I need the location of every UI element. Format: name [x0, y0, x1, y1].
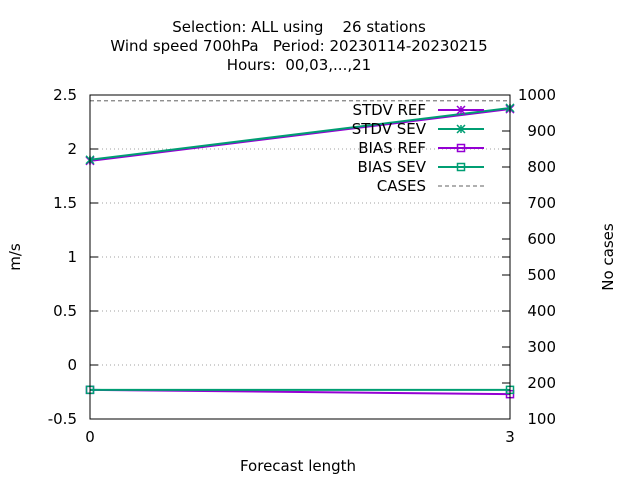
chart-title: Selection: ALL using 26 stations Wind sp… [110, 18, 487, 74]
title-line-2: Wind speed 700hPa Period: 20230114-20230… [110, 37, 487, 55]
legend-label-stdv-ref: STDV REF [352, 101, 426, 119]
legend-marker-stdv-ref [456, 105, 466, 115]
y2-axis-label: No cases [599, 223, 617, 291]
y2-tick-label: 1000 [518, 86, 556, 104]
y-tick-label: -0.5 [48, 410, 77, 428]
x-tick-label: 0 [85, 428, 95, 446]
legend-label-bias-sev: BIAS SEV [357, 158, 426, 176]
x-axis-label: Forecast length [240, 457, 356, 475]
series-bias-ref [85, 385, 515, 399]
y2-tick-label: 600 [527, 230, 556, 248]
grid-lines [90, 148, 510, 366]
y2-tick-label: 200 [527, 374, 556, 392]
y-tick-label: 0.5 [53, 302, 77, 320]
series-layer [85, 100, 515, 399]
y2-tick-label: 900 [527, 122, 556, 140]
y-tick-label: 1.5 [53, 194, 77, 212]
title-line-1: Selection: ALL using 26 stations [172, 18, 426, 36]
series-line-stdv-ref [89, 108, 511, 162]
legend-label-cases: CASES [377, 177, 426, 195]
legend-label-stdv-sev: STDV SEV [352, 120, 427, 138]
y-axis-label: m/s [6, 243, 24, 271]
series-line-stdv-sev [89, 106, 511, 161]
legend-marker-bias-sev [456, 162, 466, 172]
y-tick-label: 2 [67, 140, 77, 158]
y2-tick-label: 400 [527, 302, 556, 320]
y-tick-label: 2.5 [53, 86, 77, 104]
y2-tick-label: 800 [527, 158, 556, 176]
y-tick-label: 0 [67, 356, 77, 374]
x-tick-label: 3 [505, 428, 515, 446]
y-tick-label: 1 [67, 248, 77, 266]
axis-ticks: -0.5 0 0.5 1 1.5 2 2.5 100 200 300 400 500 600 700 800… [48, 86, 556, 446]
series-stdv-ref [85, 104, 515, 166]
title-line-3: Hours: 00,03,...,21 [227, 56, 371, 74]
series-stdv-sev [85, 103, 515, 165]
y2-tick-label: 100 [527, 410, 556, 428]
legend-marker-bias-ref [456, 143, 466, 153]
y2-tick-label: 300 [527, 338, 556, 356]
y2-tick-label: 500 [527, 266, 556, 284]
y2-tick-label: 700 [527, 194, 556, 212]
legend-label-bias-ref: BIAS REF [358, 139, 426, 157]
legend-marker-stdv-sev [456, 124, 466, 134]
